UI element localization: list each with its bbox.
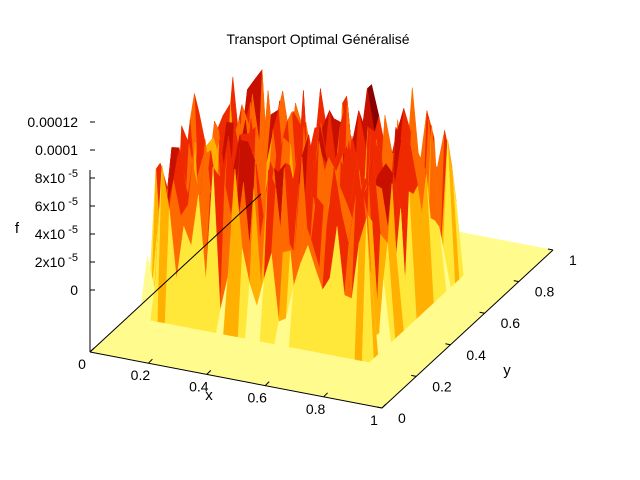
y-tick-label: 0.4 — [466, 347, 486, 363]
y-axis-line — [381, 249, 554, 409]
z-tick-label: 0.00012 — [27, 114, 78, 130]
x-tick — [323, 392, 328, 398]
y-tick-label: 1 — [569, 252, 577, 268]
z-tick-label: 6x10 -5 — [35, 196, 78, 214]
y-tick — [479, 311, 485, 314]
x-tick-label: 0.6 — [247, 390, 267, 406]
y-tick-label: 0.8 — [535, 284, 555, 300]
x-tick — [264, 381, 270, 386]
z-tick-label: 2x10 -5 — [35, 252, 78, 270]
x-tick-label: 0.2 — [131, 367, 151, 383]
z-axis-label: f — [15, 220, 20, 237]
chart-title: Transport Optimal Généralisé — [226, 31, 409, 47]
z-tick-label: 4x10 -5 — [35, 224, 78, 242]
x-tick — [148, 358, 153, 364]
x-tick-label: 1 — [370, 412, 378, 428]
x-tick — [89, 347, 95, 353]
y-tick — [547, 248, 554, 251]
x-tick — [381, 403, 387, 409]
y-tick — [411, 374, 417, 377]
z-tick-label: 0 — [70, 282, 78, 298]
x-tick-label: 0 — [78, 356, 86, 372]
y-tick-label: 0 — [398, 410, 406, 426]
z-tick-label: 0.0001 — [35, 142, 78, 158]
back-y-axis-line — [89, 193, 262, 353]
y-tick — [376, 406, 383, 409]
y-tick — [445, 343, 451, 346]
z-tick-label: 8x10 -5 — [35, 168, 78, 186]
x-axis-label: x — [205, 387, 213, 404]
surface — [89, 69, 554, 409]
y-axis-label: y — [503, 362, 511, 379]
x-axis-line — [89, 351, 383, 409]
y-tick — [513, 280, 519, 283]
x-tick — [206, 370, 212, 375]
x-tick-label: 0.8 — [306, 401, 326, 417]
x-tick-label: 0.4 — [189, 378, 209, 394]
y-tick-label: 0.2 — [432, 378, 452, 394]
y-tick-label: 0.6 — [501, 315, 521, 331]
